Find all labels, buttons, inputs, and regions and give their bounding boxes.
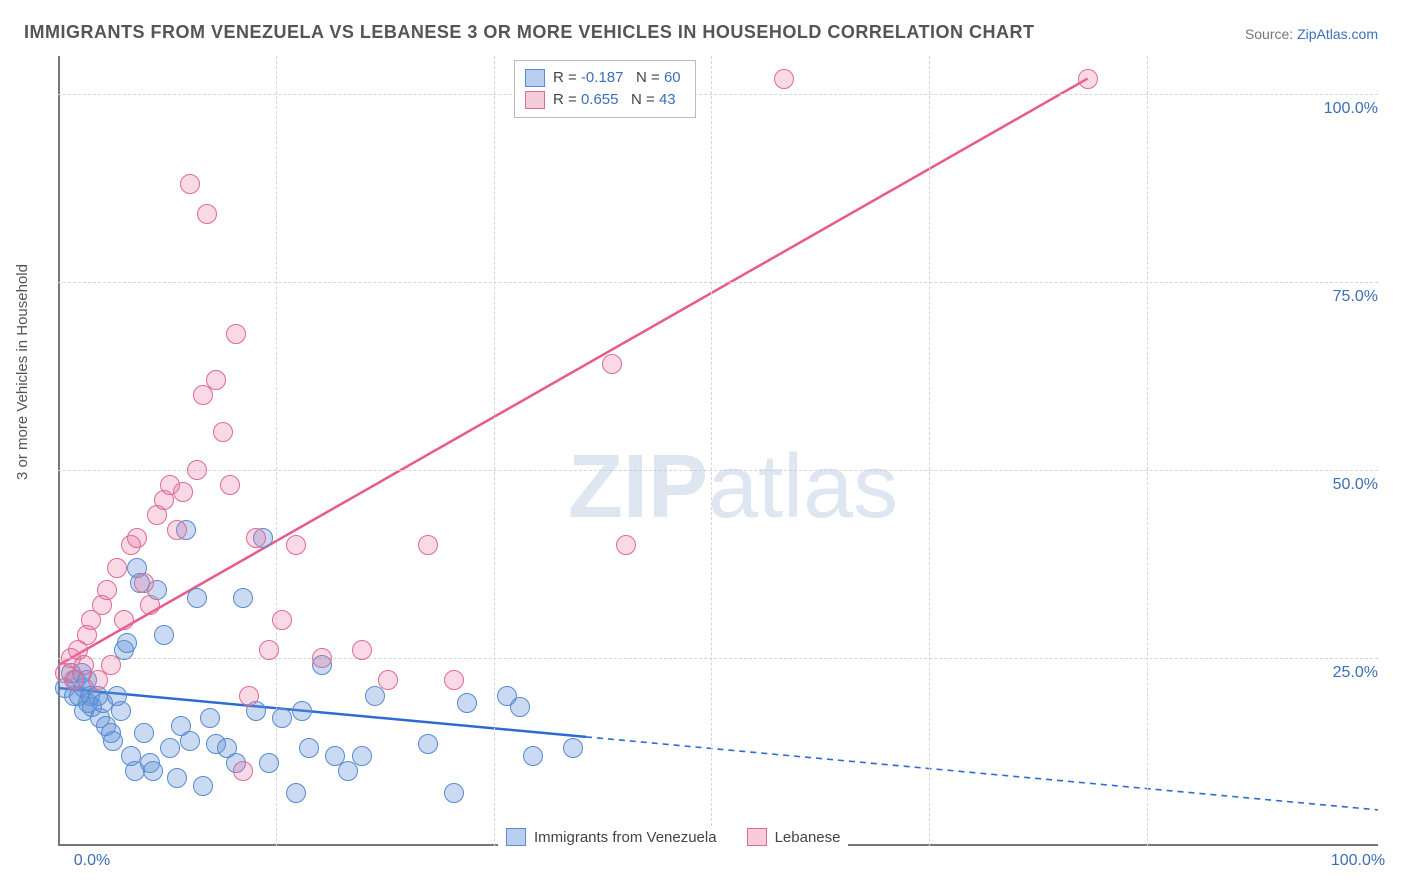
source-attribution: Source: ZipAtlas.com [1245, 26, 1378, 42]
scatter-point [259, 753, 279, 773]
scatter-point [352, 746, 372, 766]
source-link[interactable]: ZipAtlas.com [1297, 26, 1378, 42]
source-label: Source: [1245, 26, 1293, 42]
scatter-point [226, 324, 246, 344]
scatter-point [111, 701, 131, 721]
scatter-point [616, 535, 636, 555]
legend-label: Lebanese [775, 829, 841, 846]
scatter-point [299, 738, 319, 758]
x-tick-label: 0.0% [52, 852, 132, 870]
scatter-point [239, 686, 259, 706]
scatter-point [563, 738, 583, 758]
scatter-point [510, 697, 530, 717]
x-tick-label: 100.0% [1318, 852, 1398, 870]
legend-swatch [747, 828, 767, 846]
grid-line-v [711, 56, 712, 846]
scatter-point [246, 528, 266, 548]
legend-item: Immigrants from Venezuela [506, 828, 717, 846]
scatter-point [180, 731, 200, 751]
scatter-point [213, 422, 233, 442]
y-tick-label: 50.0% [1308, 476, 1378, 494]
y-axis-label: 3 or more Vehicles in Household [14, 264, 31, 480]
legend-swatch [506, 828, 526, 846]
scatter-point [134, 723, 154, 743]
scatter-point [143, 761, 163, 781]
scatter-point [140, 595, 160, 615]
correlation-legend: R = -0.187 N = 60R = 0.655 N = 43 [514, 60, 696, 118]
scatter-point [117, 633, 137, 653]
scatter-point [187, 588, 207, 608]
scatter-point [167, 768, 187, 788]
scatter-point [523, 746, 543, 766]
grid-line-h [58, 658, 1378, 659]
chart-container: 25.0%50.0%75.0%100.0%0.0%100.0% ZIPatlas… [58, 56, 1378, 846]
scatter-point [444, 670, 464, 690]
scatter-point [167, 520, 187, 540]
y-tick-label: 25.0% [1308, 664, 1378, 682]
scatter-point [418, 734, 438, 754]
scatter-point [259, 640, 279, 660]
scatter-point [173, 482, 193, 502]
scatter-point [233, 588, 253, 608]
scatter-point [272, 708, 292, 728]
grid-line-v [276, 56, 277, 846]
scatter-point [378, 670, 398, 690]
grid-line-v [494, 56, 495, 846]
scatter-point [154, 625, 174, 645]
scatter-point [457, 693, 477, 713]
scatter-point [160, 738, 180, 758]
scatter-point [103, 731, 123, 751]
grid-line-v [929, 56, 930, 846]
grid-line-h [58, 94, 1378, 95]
legend-stats: R = 0.655 N = 43 [553, 89, 676, 111]
grid-line-h [58, 470, 1378, 471]
scatter-point [220, 475, 240, 495]
scatter-point [352, 640, 372, 660]
scatter-point [602, 354, 622, 374]
scatter-point [114, 610, 134, 630]
scatter-point [444, 783, 464, 803]
scatter-point [774, 69, 794, 89]
scatter-point [101, 655, 121, 675]
series-legend: Immigrants from Venezuela Lebanese [498, 826, 848, 848]
scatter-point [134, 573, 154, 593]
scatter-point [286, 535, 306, 555]
scatter-point [187, 460, 207, 480]
scatter-point [292, 701, 312, 721]
y-tick-label: 100.0% [1308, 100, 1378, 118]
scatter-point [1078, 69, 1098, 89]
scatter-point [107, 558, 127, 578]
scatter-point [272, 610, 292, 630]
grid-line-h [58, 282, 1378, 283]
scatter-point [193, 776, 213, 796]
legend-swatch [525, 91, 545, 109]
scatter-point [286, 783, 306, 803]
legend-label: Immigrants from Venezuela [534, 829, 717, 846]
scatter-point [200, 708, 220, 728]
legend-row: R = 0.655 N = 43 [525, 89, 681, 111]
scatter-point [418, 535, 438, 555]
y-tick-label: 75.0% [1308, 288, 1378, 306]
scatter-point [97, 580, 117, 600]
scatter-point [233, 761, 253, 781]
chart-title: IMMIGRANTS FROM VENEZUELA VS LEBANESE 3 … [24, 22, 1035, 43]
legend-row: R = -0.187 N = 60 [525, 67, 681, 89]
grid-line-v [1147, 56, 1148, 846]
scatter-point [206, 370, 226, 390]
legend-stats: R = -0.187 N = 60 [553, 67, 681, 89]
scatter-point [197, 204, 217, 224]
scatter-point [127, 528, 147, 548]
trend-lines-svg [58, 56, 1378, 846]
legend-item: Lebanese [747, 828, 841, 846]
scatter-point [180, 174, 200, 194]
scatter-point [312, 648, 332, 668]
plot-area: 25.0%50.0%75.0%100.0%0.0%100.0% [58, 56, 1378, 846]
legend-swatch [525, 69, 545, 87]
